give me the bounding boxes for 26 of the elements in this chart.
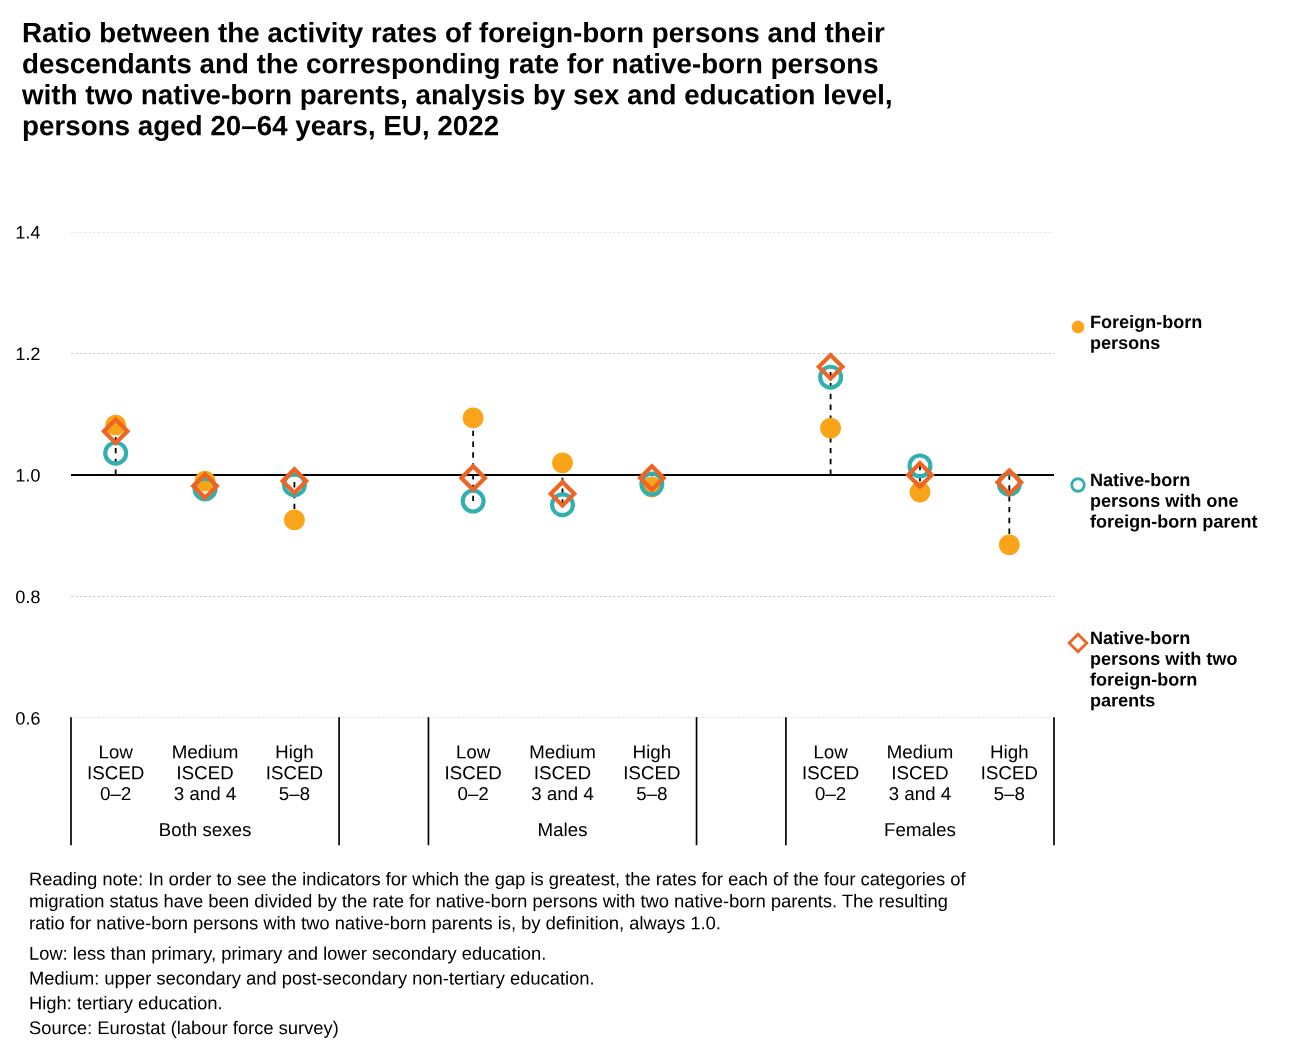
source-note: Source: Eurostat (labour force survey) <box>29 1020 338 1038</box>
x-tick-label: High ISCED 5–8 <box>982 744 1038 801</box>
text: Males <box>539 822 587 837</box>
text: Reading note: In order to see the indicators for which the gap is greatest, the rates for each of the four categories of migration status have been divided by the rate for native-born persons with two native-born parents. The resulting ratio for native-born persons with two native-born parents is, by definition, always 1.0. <box>30 872 966 934</box>
text: Both sexes <box>160 822 251 837</box>
y-tick-label: 1.4 <box>16 226 40 239</box>
x-tick-label: Low ISCED 0–2 <box>803 745 859 801</box>
x-tick-label: Low ISCED 0–2 <box>446 745 501 801</box>
text: Low: less than primary, primary and lower secondary education. <box>30 946 545 964</box>
y-tick-label: 1.2 <box>16 347 40 361</box>
text: Medium: upper secondary and post-secondary non-tertiary education. <box>30 971 593 989</box>
text: Females <box>885 822 956 837</box>
legend-label: Foreign-born persons <box>1091 315 1202 353</box>
x-tick-label: High ISCED 5–8 <box>624 744 680 801</box>
y-tick-label: 0.8 <box>16 590 40 604</box>
x-tick-label: High ISCED 5–8 <box>267 744 323 801</box>
x-tick-label: Medium ISCED 3 and 4 <box>173 744 238 801</box>
text: High: tertiary education. <box>30 996 221 1014</box>
x-tick-label: Medium ISCED 3 and 4 <box>530 744 595 801</box>
y-tick-label: 1.0 <box>16 468 40 482</box>
legend-label: Native-born persons with one foreign-born parent <box>1090 473 1258 532</box>
x-tick-label: Medium ISCED 3 and 4 <box>888 744 953 801</box>
y-tick-label: 0.6 <box>16 711 40 725</box>
x-tick-label: Low ISCED 0–2 <box>88 745 144 801</box>
legend-label: Native-born persons with two foreign-born parents <box>1090 631 1237 711</box>
chart-title: Ratio between the activity rates of foreign-born persons and their descendants and the corresponding rate for native-born persons with two native-born parents, analysis by sex and education level, persons aged 20–64 years, EU, 2022 <box>21 22 891 142</box>
